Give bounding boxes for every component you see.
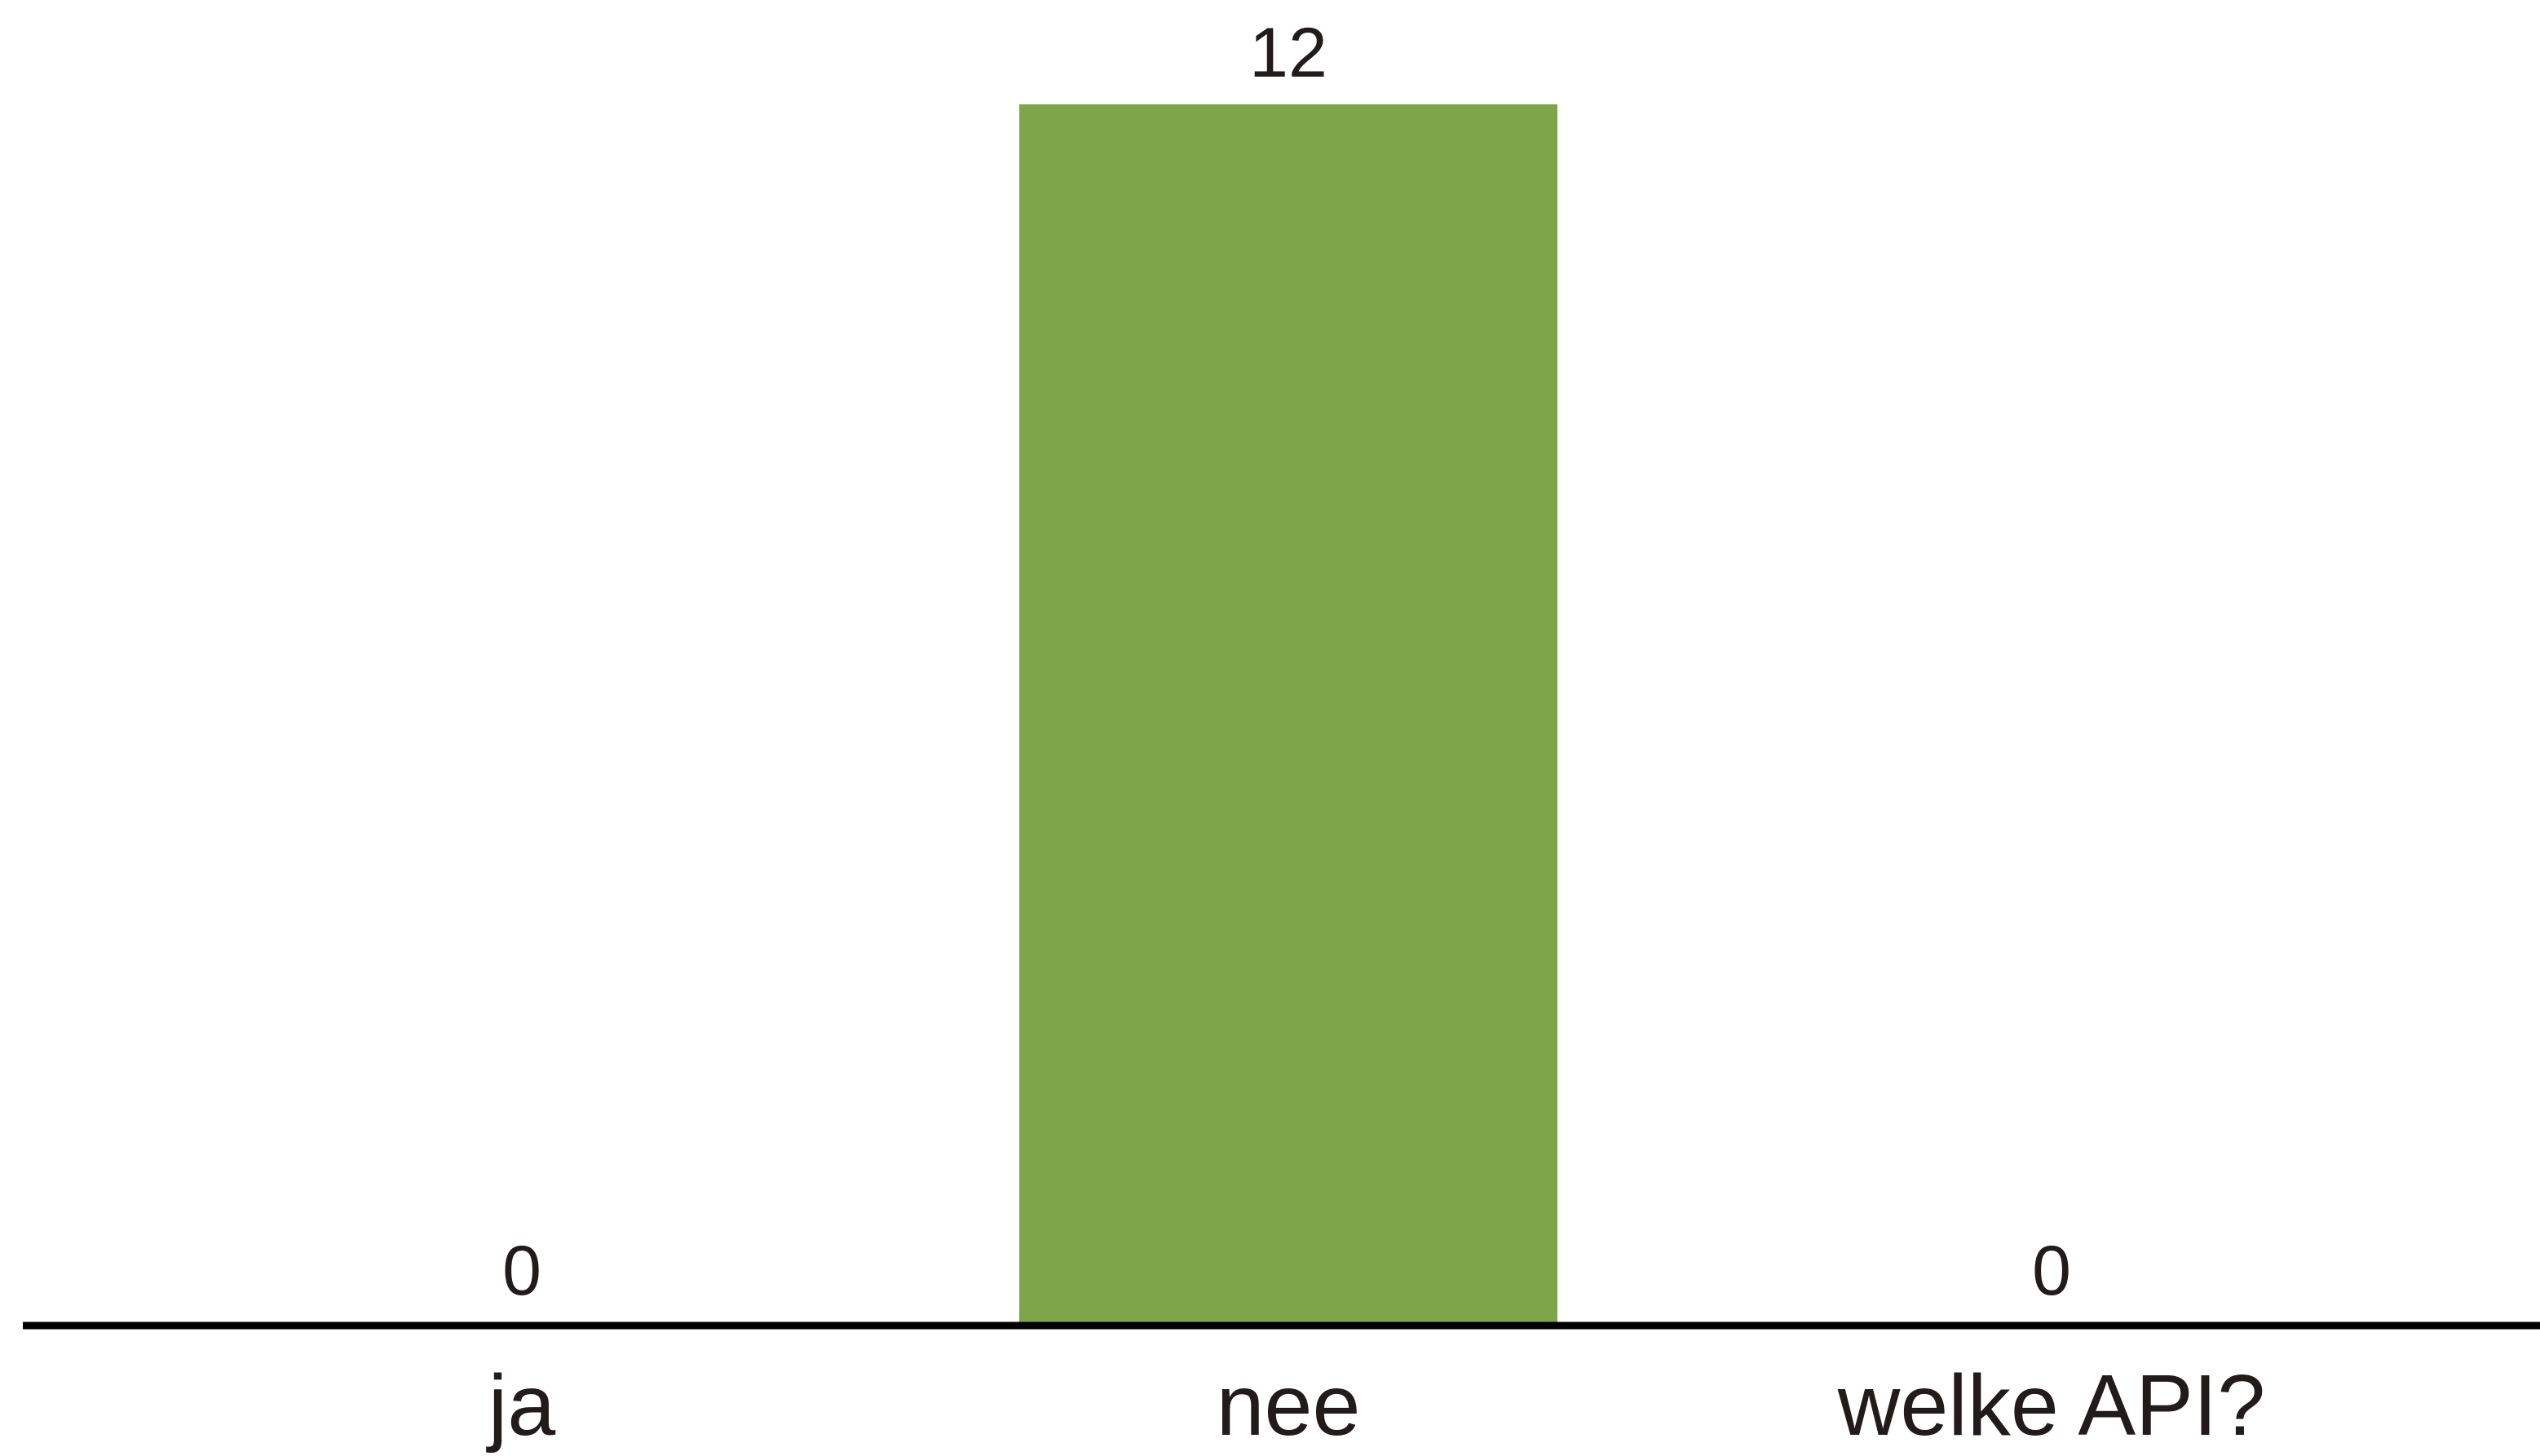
value-label-ja: 0 bbox=[502, 1232, 541, 1310]
x-tick-label-welke-api: welke API? bbox=[1837, 1357, 2265, 1454]
value-labels-group: 0 12 0 bbox=[502, 14, 2071, 1310]
x-tick-label-nee: nee bbox=[1217, 1357, 1361, 1454]
value-label-nee: 12 bbox=[1249, 14, 1327, 92]
bar-nee bbox=[1019, 104, 1557, 1322]
x-tick-labels-group: ja nee welke API? bbox=[486, 1357, 2265, 1454]
x-tick-label-ja: ja bbox=[486, 1357, 556, 1454]
value-label-welke-api: 0 bbox=[2032, 1232, 2071, 1310]
bars-group bbox=[1019, 104, 1557, 1322]
